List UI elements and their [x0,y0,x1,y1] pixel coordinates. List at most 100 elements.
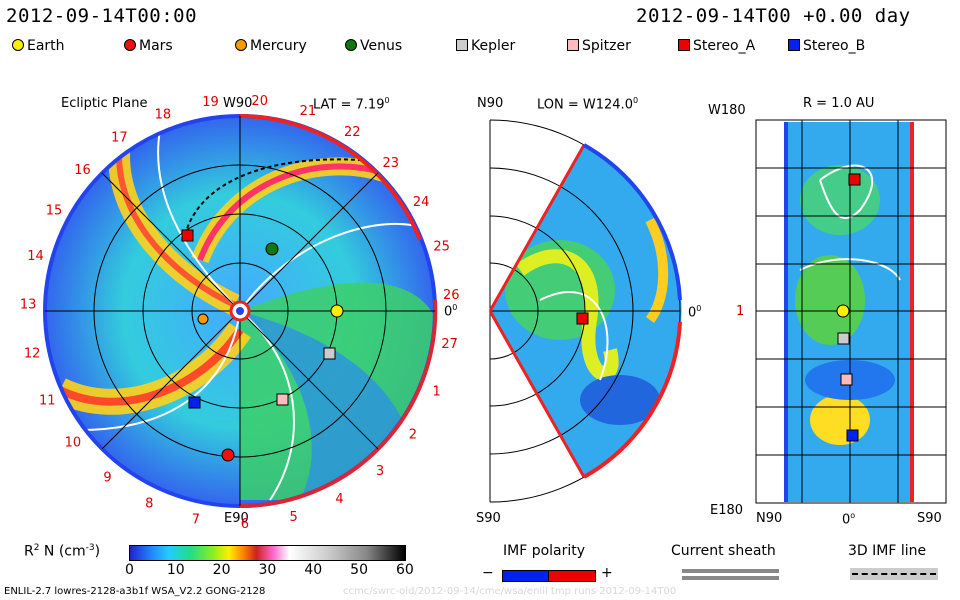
carrington-number: 9 [103,471,111,486]
radial-top-left: W180 [708,103,746,118]
carrington-number: 7 [192,512,200,527]
imf-line-swatch [850,568,938,580]
lat-degree: 0 [384,96,390,105]
venus-marker-icon [345,39,357,51]
carrington-number: 26 [443,288,460,303]
radial-title: R = 1.0 AU [803,96,875,111]
legend-spitzer: Spitzer [567,38,631,54]
footer-right: ccmc/swrc-old/2012-09-14/cme/wsa/enlil t… [343,586,677,597]
carrington-number: 15 [46,203,63,218]
meridional-right-label: 00 [688,304,701,320]
zero-label: 0 [842,512,851,528]
carrington-longitudes: 19 20212223242526271234567891011121314151… [20,94,460,532]
carrington-number: 25 [433,240,450,255]
meridional-lon: LON = W124.00 [537,96,638,112]
colorbar-tick-label: 20 [212,562,231,578]
imf-title: IMF polarity [503,543,586,559]
colorbar-tick-label: 30 [258,562,277,578]
legend-stereo-b: Stereo_B [788,38,865,54]
radial-bottom-left: E180 [710,503,744,518]
carrington-number: 22 [344,125,361,140]
zero-degree: 0 [696,304,702,313]
carrington-number: 24 [413,195,430,210]
imf-positive-bar [548,570,596,582]
carrington-number: 8 [145,497,153,512]
zero-label: 0 [444,304,453,320]
carrington-number: 21 [300,104,317,119]
legend-label: Mars [139,38,173,54]
stereo-b-marker-icon [788,39,800,51]
radial-bottom-n: N90 [756,511,783,526]
legend-mercury: Mercury [235,38,307,54]
carrington-number: 1 [432,384,440,399]
spitzer-icon-radial [840,373,853,386]
colorbar-tick-label: 0 [125,562,134,578]
carrington-number: 18 [155,108,172,123]
stereo-a-marker-icon [678,39,690,51]
mercury-icon [197,313,209,325]
ecliptic-lat: LAT = 7.190 [313,96,390,112]
kepler-marker-icon [456,39,468,51]
carrington-number: 14 [27,249,44,264]
spitzer-marker-icon [567,39,579,51]
legend-label: Kepler [471,38,516,54]
sun-core-icon [236,307,244,315]
legend-label: Mercury [250,38,307,54]
colorbar-label: R2 N (cm-3) [24,543,100,560]
carrington-number: 27 [441,337,458,352]
ecliptic-bottom-label: E90 [224,511,249,526]
colorbar-tick-label: 10 [166,562,185,578]
ecliptic-title: Ecliptic Plane [61,96,148,111]
carrington-number: 10 [65,436,82,451]
carrington-number: 16 [74,163,91,178]
radial-mid-left: 1 [736,304,745,319]
current-sheath-line-bottom [682,576,779,580]
colorbar-label-end: ) [94,543,101,560]
colorbar-label-sup: 2 [33,543,40,553]
carrington-number: 11 [39,394,56,409]
legend-stereo-a: Stereo_A [678,38,755,54]
date-right: 2012-09-14T00 +0.00 day [636,5,911,27]
ecliptic-top-label: W90 [223,96,253,111]
colorbar-label-exp: -3 [85,543,95,553]
legend-label: Venus [360,38,403,54]
stereo-a-icon-meridional [576,312,589,325]
legend-mars: Mars [124,38,173,54]
date-left: 2012-09-14T00:00 [6,5,198,27]
radial-grid [756,120,946,503]
ecliptic-right-label: 00 [444,303,457,319]
carrington-number: 3 [376,464,384,479]
current-sheath-line-top [682,569,779,573]
mercury-marker-icon [235,39,247,51]
footer-left: ENLIL-2.7 lowres-2128-a3b1f WSA_V2.2 GON… [4,586,266,597]
meridional-grid [489,119,681,503]
legend-label: Spitzer [582,38,631,54]
earth-icon-radial [836,304,850,318]
colorbar [129,545,406,561]
stereo-a-icon-radial [848,173,861,186]
zero-label: 0 [688,305,697,321]
carrington-number: 5 [290,510,298,525]
venus-icon [265,242,279,256]
stereo-b-icon-radial [846,429,859,442]
lon-value: LON = W124.0 [537,97,633,113]
mars-marker-icon [124,39,136,51]
legend-label: Stereo_B [803,38,866,54]
legend-label: Earth [27,38,65,54]
legend-label: Stereo_A [693,38,756,54]
colorbar-label-body: N (cm [39,543,86,560]
carrington-number: 6 [241,517,249,532]
carrington-number: 19 [202,95,219,110]
radial-bottom-mid: 0o [842,511,856,528]
carrington-number: 4 [335,492,343,507]
carrington-number: 2 [409,428,417,443]
imf-plus: + [601,565,613,581]
stereo-b-icon [188,396,201,409]
lat-value: LAT = 7.19 [313,97,385,113]
spitzer-icon [276,393,289,406]
imf-negative-bar [502,570,550,582]
carrington-number: 20 [251,94,268,109]
colorbar-tick-label: 40 [304,562,323,578]
